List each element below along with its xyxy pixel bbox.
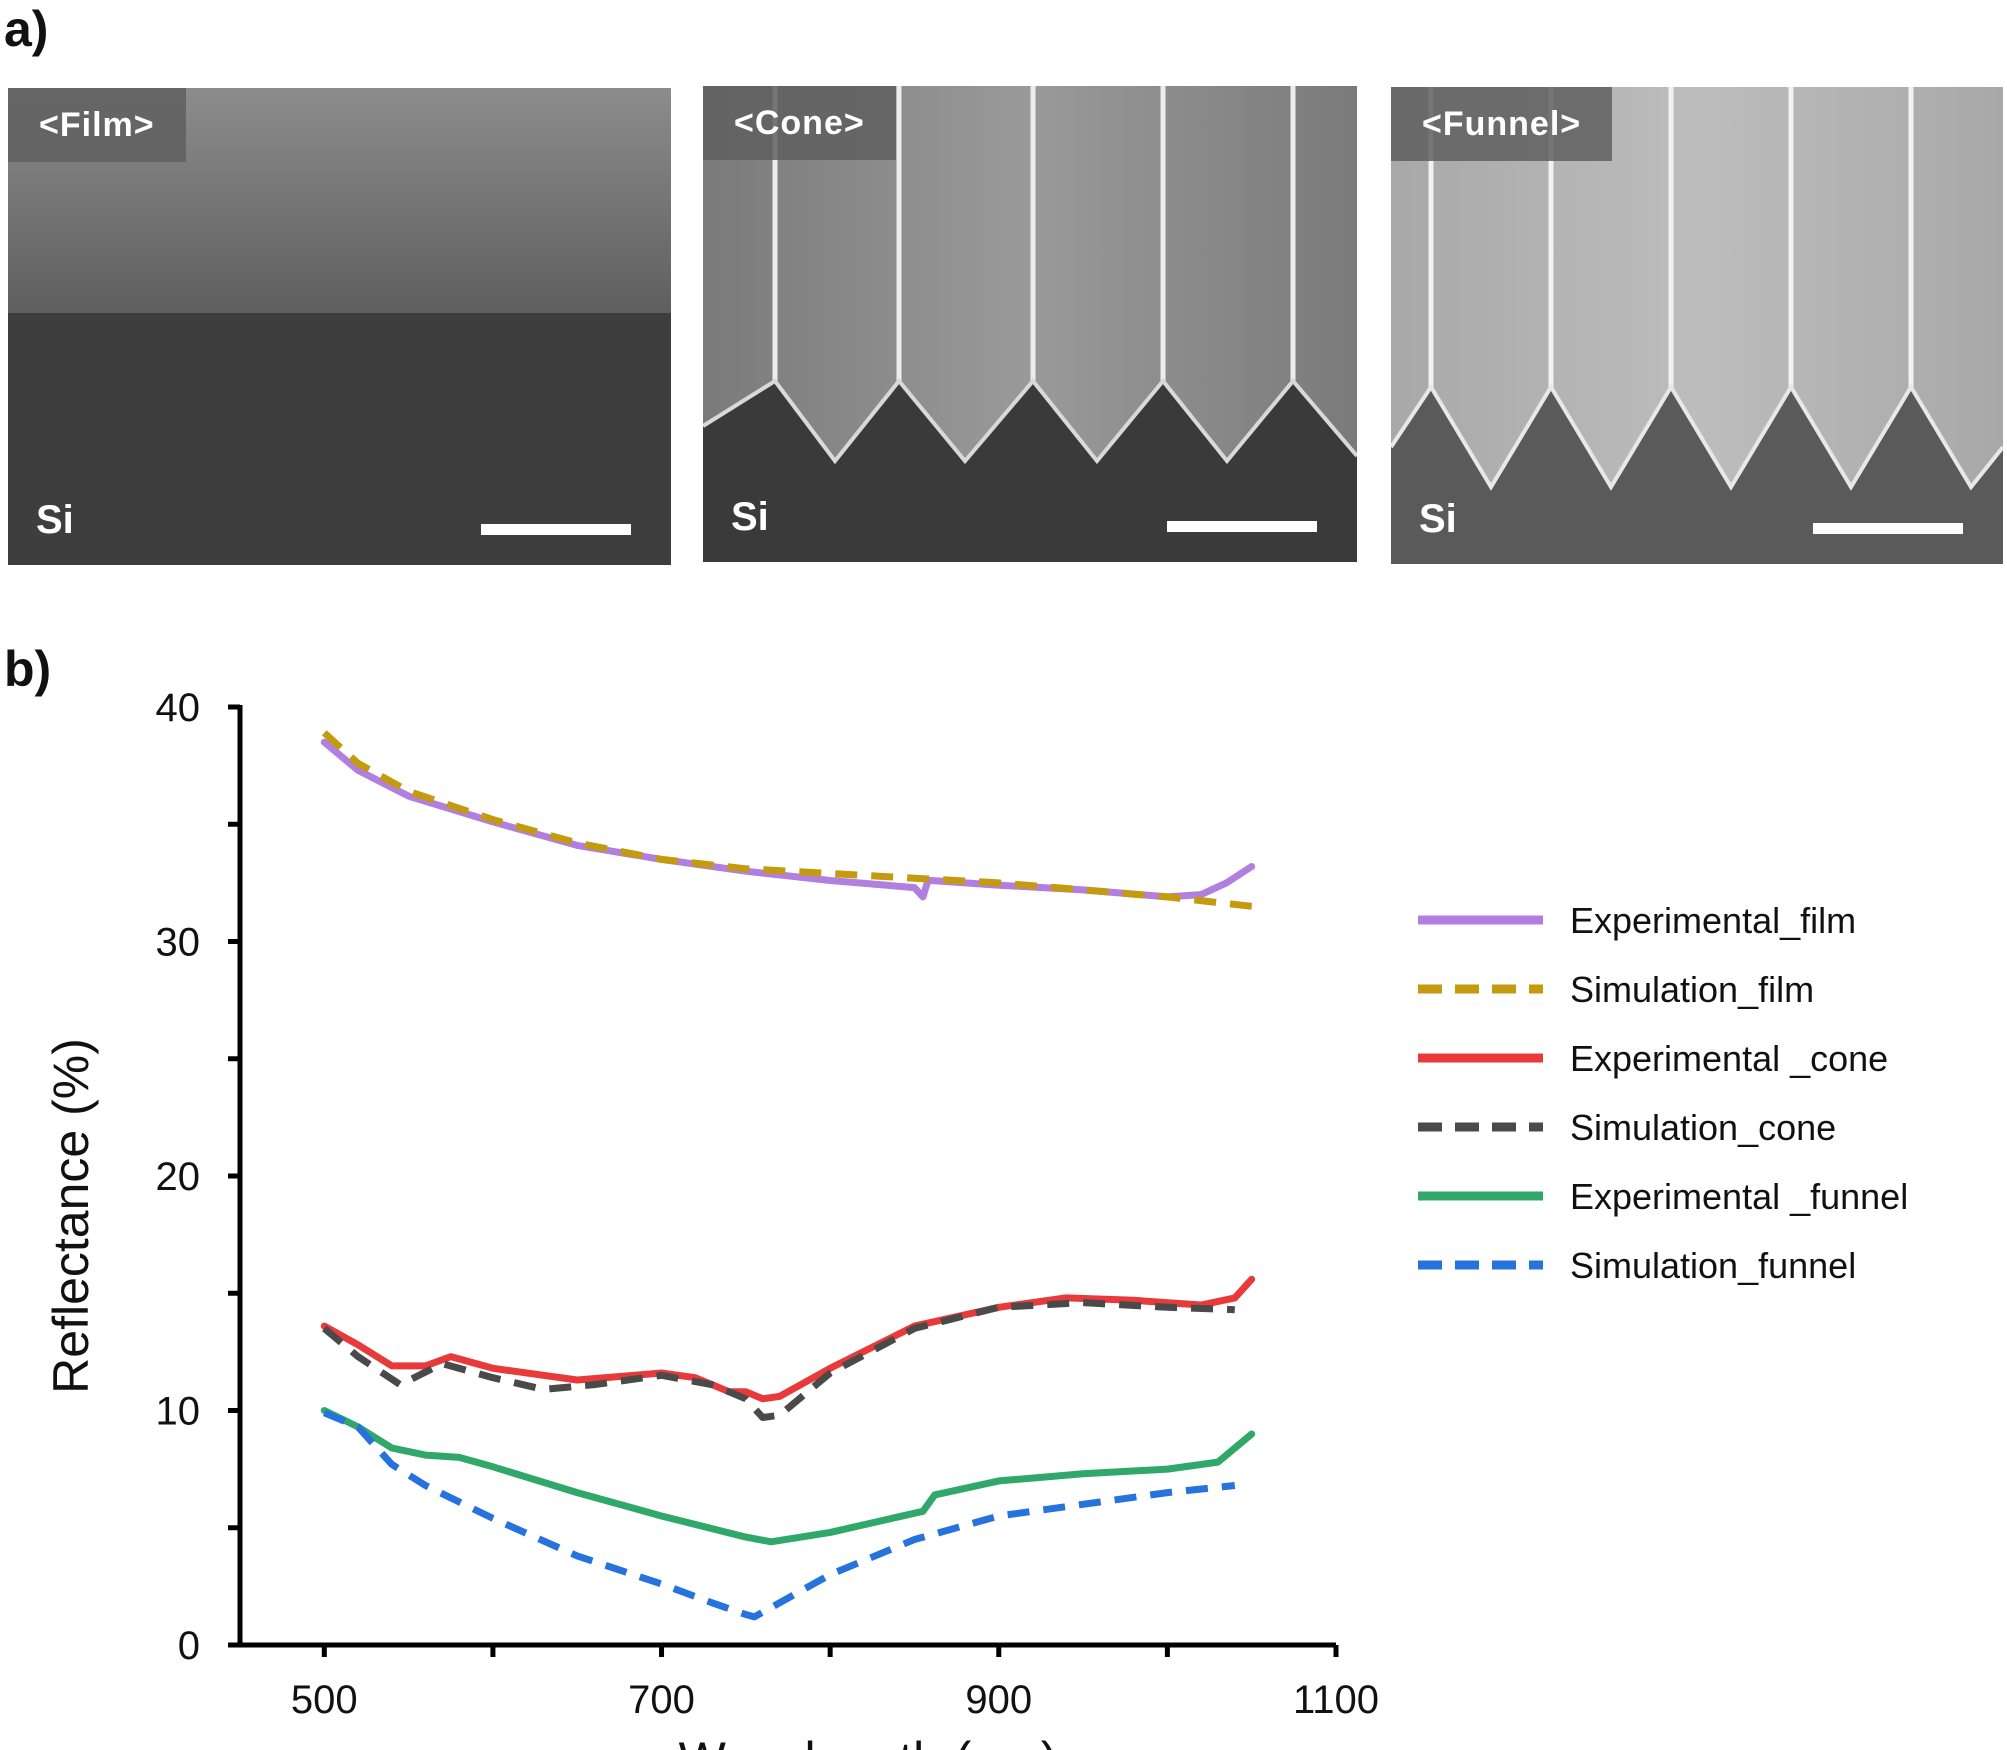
- legend-label: Simulation_film: [1570, 969, 1814, 1010]
- chart-legend: Experimental_film Simulation_film Experime…: [1418, 900, 1908, 1286]
- legend-label: Experimental _funnel: [1570, 1176, 1908, 1217]
- y-tick-label: 30: [156, 921, 201, 965]
- y-tick-label: 40: [156, 686, 201, 730]
- x-axis-title: Wavelength (nm): [679, 1732, 1058, 1750]
- y-tick-label: 20: [156, 1155, 201, 1199]
- sem-image-cone: <Cone> Si: [703, 86, 1357, 562]
- series-line-experimental-film: [320, 738, 1256, 901]
- y-axis-title: Reflectance (%): [43, 1038, 99, 1394]
- x-tick-label: 500: [291, 1678, 358, 1722]
- panel-a-label: a): [4, 1, 49, 57]
- sem-image-funnel: <Funnel> Si: [1391, 87, 2003, 564]
- chart-axes: 0 10 20 30 40 500 700 900 1100: [156, 686, 1380, 1722]
- series-line-experimental-funnel: [320, 1407, 1256, 1546]
- y-tick-label: 10: [156, 1390, 201, 1434]
- series-line-simulation-cone: [322, 1299, 1235, 1421]
- sem-funnel-tag: <Funnel>: [1391, 87, 1613, 161]
- panel-b-label: b): [4, 641, 52, 697]
- sem-cone-substrate-label: Si: [731, 495, 769, 539]
- legend-label: Simulation_cone: [1570, 1107, 1836, 1148]
- x-tick-label: 1100: [1293, 1678, 1379, 1722]
- sem-funnel-texture: [1391, 87, 2003, 564]
- series-line-simulation-film: [321, 730, 1253, 910]
- legend-label: Simulation_funnel: [1570, 1245, 1856, 1286]
- legend-label: Experimental_film: [1570, 900, 1856, 941]
- series-line-simulation-funnel: [322, 1409, 1236, 1621]
- sem-funnel-substrate-label: Si: [1419, 497, 1457, 541]
- sem-film-tag: <Film>: [8, 88, 186, 162]
- x-tick-label: 900: [965, 1678, 1032, 1722]
- sem-cone-scale-bar: [1167, 521, 1317, 532]
- y-tick-label: 0: [178, 1624, 200, 1668]
- reflectance-chart: 0 10 20 30 40 500 700 900 1100 Experimental_film…: [43, 686, 1908, 1750]
- sem-cone-texture: [703, 86, 1357, 562]
- legend-label: Experimental _cone: [1570, 1038, 1888, 1079]
- series-line-experimental-cone: [320, 1275, 1256, 1403]
- sem-film-substrate-label: Si: [36, 498, 74, 542]
- sem-cone-tag: <Cone>: [703, 86, 896, 160]
- sem-film-texture: [8, 88, 671, 565]
- sem-image-film: <Film> Si: [8, 88, 671, 565]
- x-tick-label: 700: [628, 1678, 695, 1722]
- sem-film-scale-bar: [481, 524, 631, 535]
- chart-series: [320, 730, 1256, 1621]
- sem-funnel-scale-bar: [1813, 523, 1963, 534]
